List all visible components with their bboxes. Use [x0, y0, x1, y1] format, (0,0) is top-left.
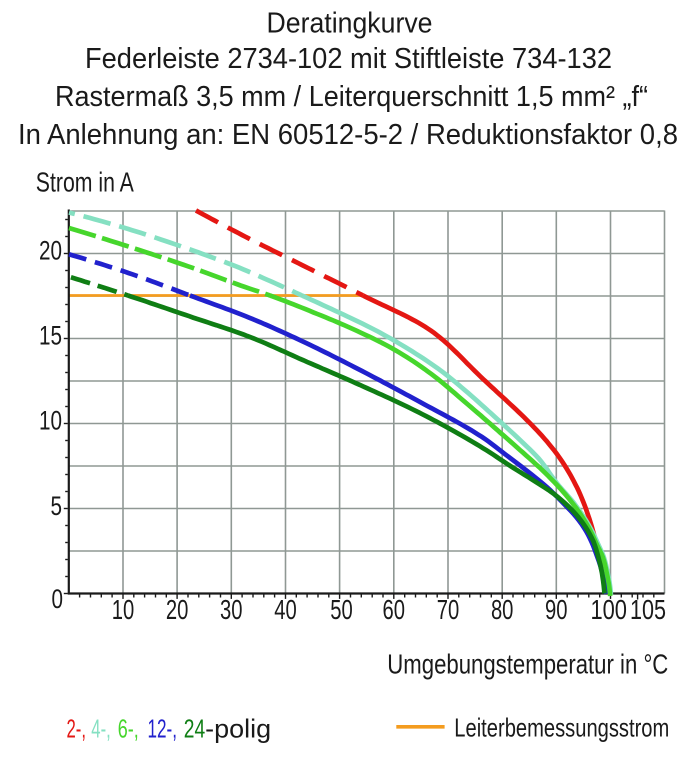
- svg-text:Federleiste 2734-102 mit Stift: Federleiste 2734-102 mit Stiftleiste 734…: [85, 43, 612, 75]
- svg-text:20: 20: [166, 594, 189, 625]
- svg-text:6-,: 6-,: [118, 714, 139, 744]
- svg-text:5: 5: [51, 491, 63, 521]
- svg-text:4-,: 4-,: [91, 714, 111, 744]
- svg-text:0: 0: [52, 584, 64, 614]
- svg-text:12-,: 12-,: [148, 714, 178, 744]
- svg-text:15: 15: [39, 321, 62, 351]
- svg-text:2-,: 2-,: [67, 714, 87, 744]
- svg-text:30: 30: [220, 594, 243, 625]
- svg-text:Leiterbemessungsstrom: Leiterbemessungsstrom: [454, 712, 669, 742]
- svg-text:Umgebungstemperatur in °C: Umgebungstemperatur in °C: [387, 649, 668, 680]
- svg-text:10: 10: [112, 594, 135, 625]
- svg-text:90: 90: [545, 594, 568, 625]
- svg-text:Strom in A: Strom in A: [36, 167, 134, 198]
- svg-text:100: 100: [590, 594, 627, 625]
- svg-text:80: 80: [491, 594, 514, 625]
- svg-text:In Anlehnung an: EN 60512-5-2: In Anlehnung an: EN 60512-5-2 / Reduktio…: [18, 119, 678, 151]
- svg-text:-polig: -polig: [205, 714, 271, 744]
- svg-text:Rastermaß 3,5 mm / Leiterquers: Rastermaß 3,5 mm / Leiterquerschnitt 1,5…: [55, 81, 648, 113]
- svg-text:105: 105: [630, 594, 666, 625]
- svg-text:20: 20: [39, 236, 62, 266]
- svg-text:50: 50: [330, 594, 353, 625]
- svg-text:10: 10: [39, 406, 62, 436]
- svg-text:60: 60: [383, 594, 406, 625]
- svg-text:70: 70: [437, 594, 460, 625]
- svg-text:Deratingkurve: Deratingkurve: [267, 7, 433, 39]
- svg-text:40: 40: [274, 594, 297, 625]
- svg-text:24: 24: [184, 714, 205, 744]
